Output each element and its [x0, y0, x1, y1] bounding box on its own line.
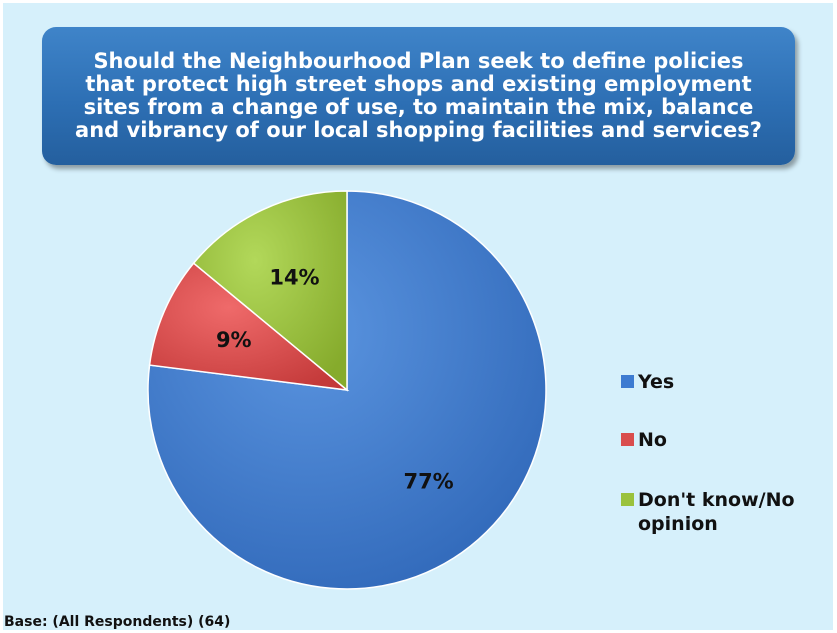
data-label-dont-know: 14%	[269, 265, 319, 289]
pie-slice-dont-know	[192, 190, 348, 392]
data-label-no: 9%	[216, 328, 252, 352]
base-footnote: Base: (All Respondents) (64)	[4, 614, 231, 630]
chart-title: Should the Neighbourhood Plan seek to de…	[75, 49, 762, 142]
pie-slice-yes	[147, 190, 547, 590]
legend-label-dont-know: Don't know/No opinion	[638, 489, 795, 535]
legend-item-yes: Yes	[621, 370, 828, 394]
legend-item-no: No	[621, 428, 828, 452]
chart-title-banner: Should the Neighbourhood Plan seek to de…	[42, 27, 795, 165]
legend-swatch-dont-know	[621, 493, 634, 506]
legend-label-yes: Yes	[638, 371, 675, 393]
pie-slice-no	[148, 262, 350, 392]
legend-label-no: No	[638, 429, 667, 451]
legend-item-dont-know: Don't know/No opinion	[621, 488, 828, 536]
legend-swatch-no	[621, 433, 634, 446]
legend-swatch-yes	[621, 375, 634, 388]
data-label-yes: 77%	[403, 470, 453, 494]
